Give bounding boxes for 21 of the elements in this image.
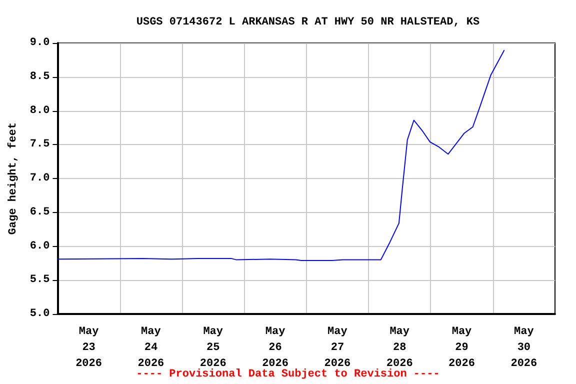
chart-title: USGS 07143672 L ARKANSAS R AT HWY 50 NR HALSTEAD, KS <box>136 16 480 28</box>
y-tick-label: 5.0 <box>30 308 50 320</box>
y-tick-label: 6.0 <box>30 240 50 252</box>
x-tick-label: May 23 2026 <box>76 326 102 370</box>
y-tick-label: 8.0 <box>30 104 50 117</box>
y-tick-label: 6.5 <box>30 206 50 218</box>
text: ---- Provisional Data Subject to Revision ---- <box>136 368 440 380</box>
y-tick-label: 7.5 <box>30 138 50 151</box>
y-tick-label: 7.0 <box>30 172 50 184</box>
y-tick-label: 5.5 <box>30 274 50 286</box>
x-tick-label: May 28 2026 <box>386 326 413 370</box>
y-axis-title: Gage height, feet <box>6 122 20 235</box>
y-tick-label: 8.5 <box>30 70 50 83</box>
x-tick-label: May 24 2026 <box>138 326 164 370</box>
line-series <box>57 50 505 261</box>
y-tick-label: 9.0 <box>30 37 50 49</box>
x-tick-label: May 26 2026 <box>262 326 288 370</box>
x-tick-label: May 27 2026 <box>324 326 351 370</box>
x-tick-label: May 25 2026 <box>200 326 226 370</box>
x-tick-label: May 29 2026 <box>448 326 475 370</box>
x-tick-label: May 30 2026 <box>510 326 538 370</box>
